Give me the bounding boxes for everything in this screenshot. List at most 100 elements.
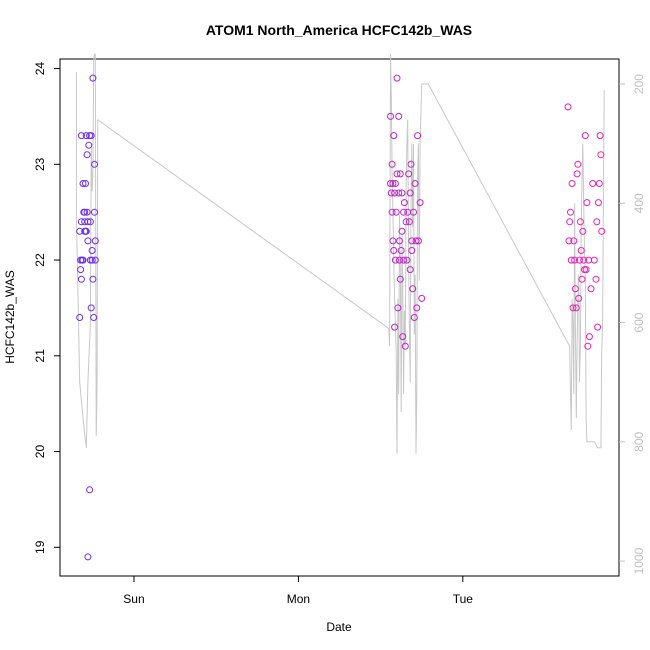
data-point	[400, 208, 408, 216]
data-point	[585, 333, 593, 341]
y-tick-label: 21	[33, 349, 47, 363]
data-point	[587, 285, 595, 293]
data-point	[595, 180, 603, 187]
data-point	[565, 237, 573, 245]
data-point	[401, 342, 409, 350]
data-point	[391, 256, 399, 264]
data-point	[597, 151, 605, 159]
data-point	[571, 285, 579, 293]
data-point	[567, 208, 574, 216]
data-point	[91, 160, 98, 168]
data-point	[576, 256, 583, 264]
data-point	[85, 141, 93, 149]
data-point	[393, 74, 401, 82]
data-point	[81, 208, 89, 216]
y-tick-label: 23	[33, 157, 47, 171]
y-tick-label: 19	[33, 540, 47, 554]
y2-tick-label: 400	[632, 193, 646, 213]
data-point	[83, 208, 91, 216]
data-point	[88, 256, 96, 264]
data-point	[389, 237, 397, 245]
data-point	[82, 227, 90, 235]
data-point	[598, 227, 606, 235]
y2-tick-label: 600	[632, 312, 646, 332]
data-point	[397, 247, 405, 254]
data-point	[408, 237, 416, 245]
data-point	[577, 247, 585, 254]
right-axis: 200 400 600 800 1000	[619, 74, 646, 574]
data-point	[395, 112, 403, 120]
x-tick-label: Tue	[453, 592, 474, 606]
data-point	[594, 199, 602, 207]
data-point	[572, 304, 580, 312]
data-point	[88, 247, 96, 254]
data-point	[84, 218, 92, 226]
data-point	[593, 218, 601, 226]
data-point	[396, 256, 403, 264]
y2-tick-label: 200	[632, 74, 646, 94]
data-point	[387, 189, 395, 197]
data-point	[91, 256, 99, 264]
data-point	[405, 170, 413, 178]
data-point	[564, 103, 572, 111]
data-point	[395, 189, 403, 197]
data-point	[579, 227, 587, 235]
data-point	[392, 208, 400, 216]
data-point	[82, 180, 89, 187]
data-point	[594, 323, 602, 331]
data-point	[390, 247, 398, 254]
data-point	[396, 237, 403, 245]
series-line	[75, 53, 605, 454]
data-point	[393, 170, 401, 178]
data-point	[86, 486, 94, 494]
data-point	[410, 314, 418, 321]
data-point	[402, 218, 410, 226]
data-point	[400, 199, 408, 207]
data-point	[570, 237, 578, 245]
data-point	[584, 342, 592, 350]
data-point	[79, 256, 87, 264]
data-point	[410, 208, 417, 216]
y2-tick-label: 1000	[632, 547, 646, 574]
data-point	[411, 180, 419, 187]
x-axis-label: Date	[326, 620, 352, 634]
data-point	[403, 256, 411, 264]
data-point	[575, 294, 583, 302]
data-point	[583, 199, 591, 207]
data-point	[86, 218, 94, 226]
data-point	[391, 180, 399, 187]
data-point	[406, 189, 414, 197]
data-point	[581, 132, 589, 140]
data-point	[391, 323, 399, 331]
data-point	[77, 266, 85, 274]
data-point	[569, 304, 577, 312]
data-point	[391, 189, 399, 197]
bottom-axis: Sun Mon Tue	[123, 576, 473, 606]
data-point	[79, 180, 87, 187]
data-point	[418, 294, 426, 302]
data-point	[387, 112, 394, 120]
data-point	[82, 132, 90, 140]
data-point	[388, 208, 396, 216]
data-point	[394, 304, 402, 312]
data-point	[416, 199, 424, 207]
data-point	[87, 304, 95, 312]
data-point	[84, 237, 92, 245]
data-point	[580, 256, 588, 264]
y-axis-label: HCFC142b_WAS	[3, 270, 17, 364]
data-point	[582, 266, 590, 274]
data-point	[571, 256, 579, 264]
data-point	[412, 237, 420, 245]
data-point	[399, 333, 407, 341]
data-point	[89, 74, 97, 82]
data-point	[407, 160, 415, 168]
data-point	[405, 218, 413, 226]
y-tick-label: 20	[33, 445, 47, 459]
data-point	[414, 132, 422, 140]
y2-tick-label: 800	[632, 431, 646, 451]
data-point	[578, 275, 586, 283]
data-point	[567, 256, 575, 264]
data-point	[83, 151, 91, 159]
data-point	[413, 304, 421, 312]
